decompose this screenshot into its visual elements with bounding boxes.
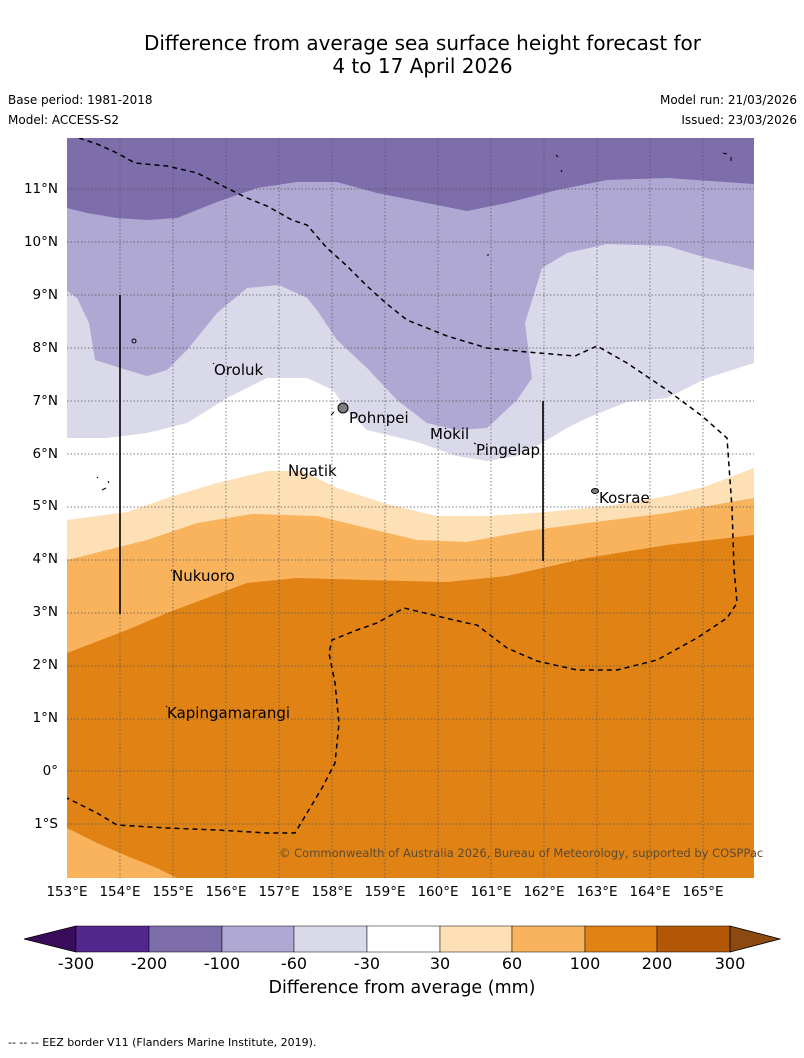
small-atolls-icon: [96, 152, 732, 491]
colorbar-swatch: [221, 925, 295, 953]
lat-label: 8°N: [32, 340, 58, 356]
lat-label: 2°N: [32, 657, 58, 673]
colorbar-tick: 60: [501, 954, 523, 973]
lon-label: 160°E: [417, 884, 459, 900]
copyright-notice: © Commonwealth of Australia 2026, Bureau…: [279, 846, 764, 860]
lat-label: 1°N: [32, 710, 58, 726]
place-mokil: Mokil: [430, 425, 470, 443]
gridlines: [67, 138, 754, 878]
model-run: Model run: 21/03/2026: [659, 93, 797, 107]
colorbar-swatch: [656, 925, 731, 953]
eez-legend-note: -- -- -- EEZ border V11 (Flanders Marine…: [8, 1036, 317, 1049]
colorbar-tick: -100: [203, 954, 241, 973]
base-period: Base period: 1981-2018: [8, 93, 153, 107]
colorbar-swatch: [75, 925, 150, 953]
model-name: Model: ACCESS-S2: [8, 113, 120, 127]
band-minus100-minus60: [67, 138, 754, 430]
place-kosrae: Kosrae: [599, 489, 650, 507]
lon-label: 155°E: [152, 884, 194, 900]
lon-label: 162°E: [523, 884, 565, 900]
lat-label: 1°S: [34, 816, 58, 832]
colorbar-swatch: [511, 925, 586, 953]
colorbar-extend-low: [23, 925, 77, 953]
colorbar-tick: -60: [280, 954, 308, 973]
colorbar-swatch: [439, 925, 513, 953]
colorbar-tick: 30: [429, 954, 451, 973]
lon-label: 161°E: [470, 884, 512, 900]
band-60-100-patch: [67, 828, 177, 878]
lat-label: 7°N: [32, 393, 58, 409]
place-kapingamarangi: Kapingamarangi: [167, 704, 291, 722]
colorbar-tick: -200: [130, 954, 168, 973]
lon-label: 158°E: [311, 884, 353, 900]
lon-label: 154°E: [99, 884, 141, 900]
map-title: Difference from average sea surface heig…: [0, 32, 804, 78]
colorbar-tick: 100: [569, 954, 601, 973]
place-oroluk: Oroluk: [214, 361, 264, 379]
place-ngatik: Ngatik: [288, 462, 337, 480]
ant-atoll-icon: [330, 411, 335, 416]
lat-label: 3°N: [32, 604, 58, 620]
colorbar-tick: 300: [714, 954, 746, 973]
colorbar-extend-high: [729, 925, 782, 953]
kosrae-island-icon: [591, 488, 599, 494]
colorbar-swatch: [366, 925, 441, 953]
lat-label: 6°N: [32, 446, 58, 462]
lat-label: 11°N: [23, 181, 58, 197]
colorbar-swatch: [584, 925, 658, 953]
lat-label: 0°: [42, 763, 58, 779]
colorbar-tick: 200: [641, 954, 673, 973]
lon-label: 156°E: [205, 884, 247, 900]
lon-label: 153°E: [46, 884, 88, 900]
band-minus200-minus100: [67, 138, 754, 220]
lat-label: 10°N: [23, 234, 58, 250]
colorbar-swatch: [148, 925, 223, 953]
lon-label: 159°E: [364, 884, 406, 900]
colorbar-title: Difference from average (mm): [268, 978, 536, 998]
issued-date: Issued: 23/03/2026: [681, 113, 797, 127]
eez-border: [67, 138, 738, 834]
lon-label: 164°E: [629, 884, 671, 900]
sea-height-map: [67, 138, 754, 878]
colorbar-tick: -30: [353, 954, 381, 973]
colorbar-tick: -300: [57, 954, 95, 973]
lon-label: 157°E: [258, 884, 300, 900]
colorbar: [23, 925, 782, 953]
lat-label: 4°N: [32, 551, 58, 567]
place-pingelap: Pingelap: [476, 441, 541, 459]
place-nukuoro: Nukuoro: [172, 567, 235, 585]
title-line-2: 4 to 17 April 2026: [332, 54, 513, 78]
place-pohnpei: Pohnpei: [349, 409, 409, 427]
lon-label: 163°E: [576, 884, 618, 900]
colorbar-swatch: [293, 925, 368, 953]
place-markers: [165, 362, 477, 708]
pakin-atoll-icon: [131, 338, 137, 344]
pohnpei-island-icon: [337, 402, 349, 414]
lat-label: 5°N: [32, 498, 58, 514]
lat-label: 9°N: [32, 287, 58, 303]
lon-label: 165°E: [682, 884, 724, 900]
title-line-1: Difference from average sea surface heig…: [143, 31, 702, 55]
